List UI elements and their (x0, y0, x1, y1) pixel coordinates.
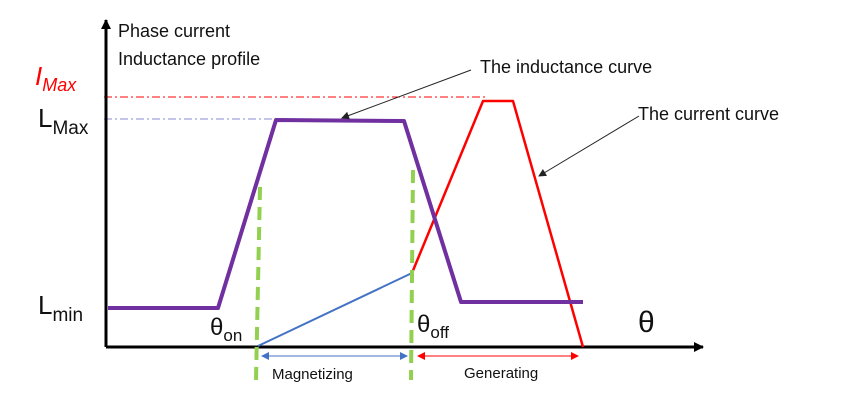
current-curve-callout: The current curve (638, 104, 780, 124)
axis-title-phase-current: Phase current (118, 21, 231, 41)
generating-label: Generating (464, 365, 539, 382)
theta-on-line (254, 186, 262, 381)
lmax-label: LMax (38, 103, 89, 139)
theta-on-label: θon (210, 314, 243, 345)
theta-off-label: θoff (417, 311, 449, 342)
axis-title-inductance-profile: Inductance profile (118, 49, 261, 69)
theta-axis-label: θ (638, 306, 655, 339)
magnetizing-label: Magnetizing (272, 366, 353, 383)
inductance-callout-arrow (341, 69, 472, 120)
theta-off-line (409, 169, 415, 381)
current-curve (410, 99, 585, 348)
inductance-curve (108, 118, 583, 310)
inductance-curve-callout: The inductance curve (480, 57, 653, 77)
magnetizing-current-line (257, 272, 413, 347)
imax-label: IMax (35, 61, 77, 96)
current-callout-arrow (538, 115, 640, 177)
lmin-label: Lmin (38, 290, 84, 326)
